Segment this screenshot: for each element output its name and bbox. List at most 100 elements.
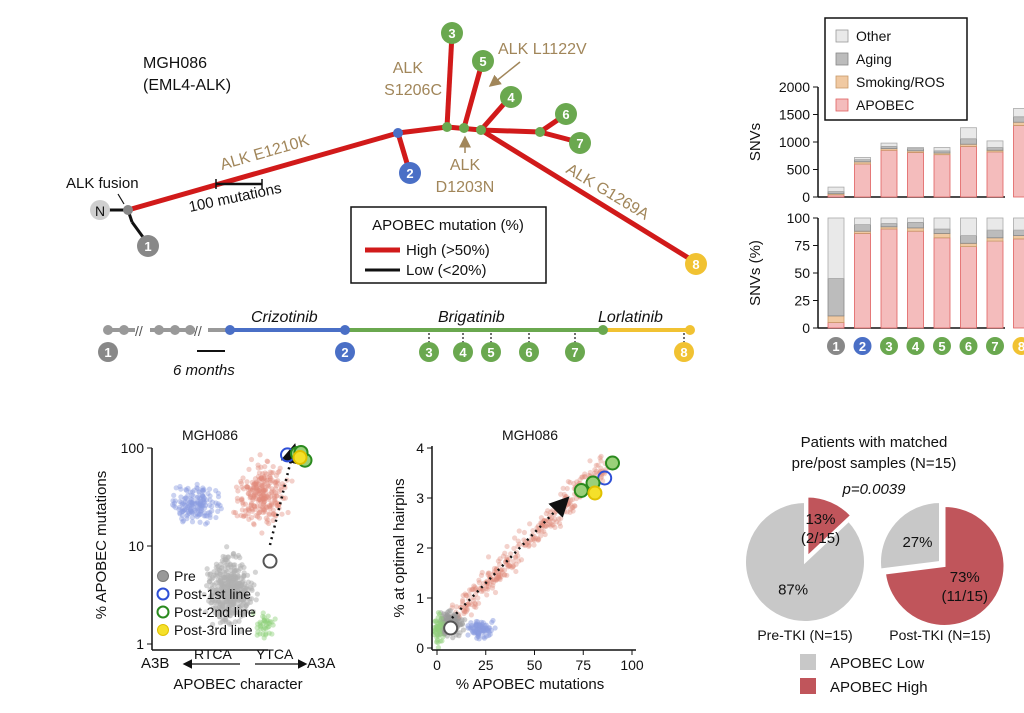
scatter2-xtick: 75: [575, 657, 591, 673]
bar-segment-other: [854, 156, 871, 160]
branch-to-5: [461, 62, 485, 129]
pie-label-post: Post-TKI (N=15): [889, 627, 991, 643]
phylogenetic-tree: MGH086 (EML4-ALK) N ALK fusion 1 2 3 4: [66, 22, 707, 284]
bar-segment-other: [1013, 108, 1024, 118]
svg-text:4: 4: [459, 345, 467, 360]
bar-segment-aging: [960, 138, 977, 145]
svg-text:1: 1: [104, 345, 111, 360]
branch-to-8: [479, 127, 697, 265]
svg-text:5: 5: [487, 345, 494, 360]
bar-segment-aging: [960, 235, 977, 244]
bar-segment-other: [933, 217, 951, 230]
bar-sample-badge: [1012, 337, 1024, 355]
scatter2-xtick: 100: [620, 657, 644, 673]
timeline-sample-3: 3: [419, 342, 439, 362]
bar-sample-badge: [959, 337, 978, 355]
svg-text:3: 3: [425, 345, 432, 360]
pie-pvalue: p=0.0039: [842, 481, 907, 498]
scatter1-title: MGH086: [182, 427, 238, 443]
branch-trunk: [127, 130, 399, 213]
bar-sample-label: 3: [885, 339, 892, 354]
bar-segment-other: [933, 147, 951, 152]
scatter2-ytick: 2: [416, 540, 424, 556]
bar-ytick: 2000: [779, 79, 810, 95]
bar-ylabel: SNVs: [747, 123, 764, 161]
bar-segment-apobec: [986, 240, 1004, 329]
internal-node: [393, 128, 403, 138]
bar-sample-label: 4: [912, 339, 920, 354]
bar-segment-apobec: [827, 322, 845, 329]
snv-count-chart: 0 500 1000 1500 2000 SNVs: [747, 79, 1024, 205]
scatter2-ticks: 0 25 50 75 100 0 1 2 3 4: [416, 440, 644, 673]
pie-panel: Patients with matched pre/post samples (…: [744, 434, 1006, 696]
drug-crizotinib: Crizotinib: [251, 309, 318, 326]
bar-ytick: 0: [802, 189, 810, 205]
pie-low-pct: 87%: [778, 582, 808, 599]
bar-segment-aging: [1013, 229, 1024, 237]
tree-fusion-subtitle: (EML4-ALK): [143, 77, 231, 94]
bar-segment-aging: [933, 228, 951, 234]
svg-text:Pre: Pre: [174, 568, 196, 584]
bar-legend: Other Aging Smoking/ROS APOBEC: [824, 17, 968, 121]
bar-segment-smokingros: [960, 242, 977, 248]
timeline-sample-5: 5: [481, 342, 501, 362]
internal-node: [476, 125, 486, 135]
bar-segment-other: [827, 217, 845, 279]
svg-text:8: 8: [692, 257, 699, 272]
drug-brigatinib: Brigatinib: [438, 309, 505, 326]
bar-segment-smokingros: [1013, 235, 1024, 240]
bar-sample-badge: [853, 337, 872, 355]
svg-text:6: 6: [525, 345, 532, 360]
internal-node: [442, 122, 452, 132]
bar-sample-label: 8: [1018, 339, 1024, 354]
pie-high-count: (2/15): [801, 530, 840, 547]
svg-text:2: 2: [406, 166, 413, 181]
bar-sample-badge: [986, 337, 1004, 355]
bar-ytick: 100: [787, 210, 811, 226]
bar-segment-apobec: [854, 163, 871, 198]
scatter1-point-pre: [262, 553, 278, 569]
bar-sample-badge: [880, 337, 898, 355]
bar-segment-aging: [907, 221, 924, 229]
svg-text:Post-3rd line: Post-3rd line: [174, 622, 253, 638]
mut-l1122v: ALK L1122V: [498, 41, 587, 58]
bar-segment-smokingros: [1013, 121, 1024, 126]
drug-lorlatinib: Lorlatinib: [598, 309, 663, 326]
svg-text:Post-2nd line: Post-2nd line: [174, 604, 256, 620]
apobec-legend: APOBEC mutation (%) High (>50%) Low (<20…: [350, 206, 547, 284]
mut-d1203n-pos: D1203N: [436, 179, 495, 196]
scatter1-x-left: A3B: [141, 655, 169, 672]
scatter1-ylabel: % APOBEC mutations: [93, 471, 110, 619]
bar-ylabel: SNVs (%): [747, 240, 764, 306]
tree-node-1: 1: [137, 235, 159, 257]
timeline-sample-6: 6: [519, 342, 539, 362]
timeline-sample-1: 1: [98, 342, 118, 362]
bar-segment-aging: [986, 147, 1004, 151]
mut-e1210k: ALK E1210K: [218, 132, 311, 174]
scatter1-legend: Pre Post-1st line Post-2nd line Post-3rd…: [156, 568, 256, 638]
pie-title-line1: Patients with matched: [801, 434, 948, 451]
bar-sample-label: 5: [938, 339, 945, 354]
pie-high-pct: 73%: [950, 569, 980, 586]
scatter2-xtick: 25: [478, 657, 494, 673]
scatter2-highlight-points: [443, 455, 620, 636]
timeline-sample-4: 4: [453, 342, 473, 362]
bar-segment-smokingros: [907, 227, 924, 232]
internal-node: [123, 205, 133, 215]
scatter1-motif-right: YTCA: [256, 646, 294, 662]
bar-ytick: 1500: [779, 107, 810, 123]
scatter2-ylabel: % at optimal hairpins: [391, 478, 408, 617]
pie-slice-low: [879, 500, 941, 571]
scatter2-point-post-2nd-line: [573, 483, 589, 498]
scatter2-background-points: [430, 453, 612, 651]
scatter2-point-post-2nd-line: [605, 455, 620, 471]
scatter2-ytick: 1: [416, 590, 424, 606]
tree-node-4: 4: [500, 86, 522, 108]
tree-node-3: 3: [441, 22, 463, 44]
svg-text:2: 2: [341, 345, 348, 360]
svg-text:APOBEC Low: APOBEC Low: [830, 655, 924, 672]
svg-text:6: 6: [562, 107, 569, 122]
bar-segment-smokingros: [933, 232, 951, 239]
scatter1-ytick-1: 1: [136, 636, 144, 652]
bar-segment-apobec: [880, 149, 898, 198]
